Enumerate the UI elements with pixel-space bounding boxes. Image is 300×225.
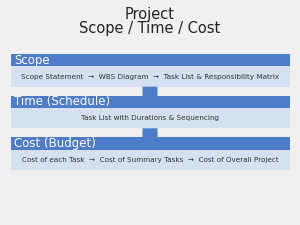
Text: Time (Schedule): Time (Schedule) <box>14 95 110 108</box>
Polygon shape <box>135 87 165 108</box>
Text: Project: Project <box>125 7 175 22</box>
Bar <box>11 66 290 87</box>
Polygon shape <box>135 128 165 150</box>
Text: Task List with Durations & Sequencing: Task List with Durations & Sequencing <box>81 115 219 121</box>
Bar <box>11 150 290 170</box>
Bar <box>11 96 290 108</box>
Text: Scope / Time / Cost: Scope / Time / Cost <box>80 21 220 36</box>
Text: Cost (Budget): Cost (Budget) <box>14 137 96 150</box>
Bar <box>11 108 290 128</box>
Text: Scope Statement  →  WBS Diagram  →  Task List & Responsibility Matrix: Scope Statement → WBS Diagram → Task Lis… <box>21 74 279 79</box>
Text: Cost of each Task  →  Cost of Summary Tasks  →  Cost of Overall Project: Cost of each Task → Cost of Summary Task… <box>22 157 278 163</box>
Bar <box>11 54 290 66</box>
Bar <box>11 137 290 150</box>
Text: Scope: Scope <box>14 54 50 67</box>
